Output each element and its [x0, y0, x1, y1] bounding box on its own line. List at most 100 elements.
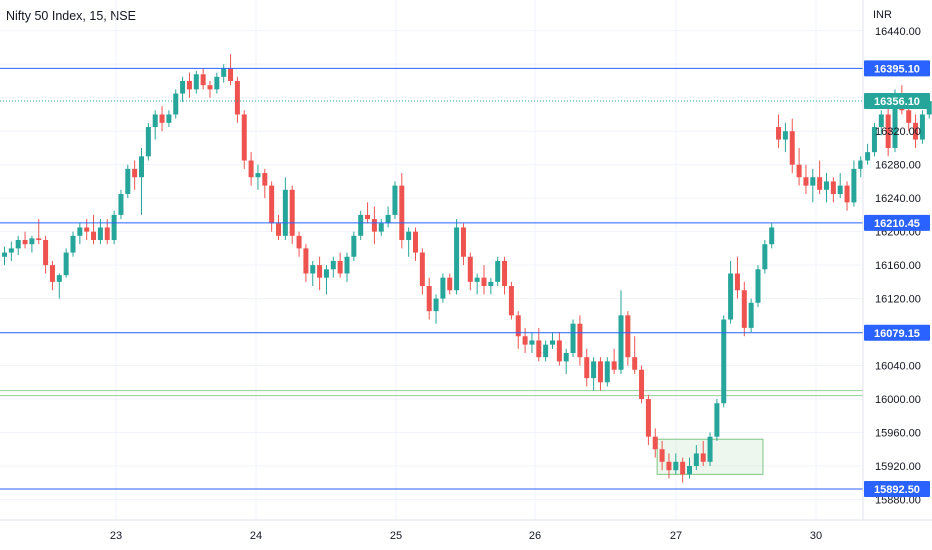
candle [159, 106, 165, 132]
candle [714, 399, 720, 441]
candle-body [111, 214, 117, 241]
candle-body [323, 269, 329, 278]
candle-body [488, 281, 494, 287]
candle-body [611, 361, 617, 370]
candle [344, 252, 350, 282]
candle [467, 252, 473, 291]
chart-title: Nifty 50 Index, 15, NSE [6, 9, 136, 23]
candle-body [228, 68, 234, 81]
candle-body [673, 461, 679, 471]
candle [365, 202, 371, 224]
horizontal-levels[interactable] [0, 67, 863, 490]
candle [323, 265, 329, 295]
candle [707, 432, 713, 466]
candle-body [652, 436, 658, 450]
candle-body [56, 275, 62, 282]
candle-body [15, 240, 21, 249]
candle-body [8, 248, 14, 253]
candle-body [77, 227, 83, 236]
candle [577, 315, 583, 366]
y-tick-label: 16240.00 [875, 193, 921, 205]
candle-body [748, 302, 754, 328]
candle-body [337, 260, 343, 274]
candle [433, 294, 439, 324]
candle-body [865, 152, 871, 161]
candle-body [70, 235, 76, 253]
candle [426, 277, 432, 320]
candle [139, 147, 144, 215]
candle-body [604, 361, 610, 383]
candle [495, 256, 501, 287]
candle [193, 70, 199, 94]
candle [639, 365, 645, 404]
candle-body [536, 340, 542, 358]
price-tag [864, 481, 930, 497]
price-tag-label: 16395.10 [874, 63, 920, 75]
candle [132, 160, 138, 190]
candle-body [378, 223, 384, 232]
candle [2, 246, 7, 266]
candle [22, 231, 28, 249]
candle-body [413, 231, 418, 253]
candle-body [769, 227, 775, 245]
candle-body [755, 269, 761, 303]
candle [748, 298, 754, 333]
y-tick-label: 16160.00 [875, 260, 921, 272]
candle-body [262, 173, 268, 186]
candle-body [255, 173, 261, 178]
candle-body [906, 110, 912, 123]
candle [234, 76, 240, 123]
candle-body [433, 298, 439, 312]
candle [556, 332, 562, 366]
y-tick-label: 16320.00 [875, 126, 921, 138]
candle [474, 273, 480, 295]
candle-body [851, 168, 857, 203]
time-axis[interactable]: 23 24 25 26 27 30 [110, 530, 822, 542]
candle [645, 394, 651, 446]
candle-body [892, 97, 898, 148]
candle-body [392, 185, 398, 215]
candle-body [186, 80, 192, 90]
candle-body [241, 114, 247, 161]
candle-body [871, 127, 877, 153]
candle-body [885, 114, 891, 148]
candle-body [125, 168, 131, 194]
candle-body [447, 277, 453, 291]
price-tag [864, 214, 930, 231]
candle-body [618, 315, 624, 370]
candle-body [919, 114, 925, 140]
candle-body [714, 403, 720, 437]
candle [413, 227, 418, 261]
candle [502, 256, 508, 295]
candle [700, 440, 706, 466]
candle-body [145, 127, 151, 157]
candle [782, 122, 788, 153]
candle [317, 256, 323, 291]
candle [152, 110, 158, 140]
candle-body [796, 164, 802, 178]
candle-body [817, 177, 823, 190]
candle-body [152, 114, 158, 128]
candle-body [440, 277, 446, 299]
candle [871, 122, 877, 157]
candle [221, 64, 227, 83]
candle [77, 223, 83, 245]
candle-body [132, 168, 138, 178]
y-tick-label: 15920.00 [875, 461, 921, 473]
candle [269, 181, 275, 232]
candle-body [687, 465, 692, 475]
candle [454, 219, 460, 295]
candle [481, 265, 487, 295]
candle-body [467, 256, 473, 282]
candle-body [543, 344, 549, 358]
y-tick-label: 16000.00 [875, 394, 921, 406]
candle [419, 248, 425, 295]
candle [508, 281, 514, 320]
candle-body [474, 277, 480, 282]
candle-body [803, 177, 809, 186]
y-tick-label: 16120.00 [875, 294, 921, 306]
candle [618, 290, 624, 374]
candle [529, 332, 535, 353]
candle [632, 336, 638, 374]
